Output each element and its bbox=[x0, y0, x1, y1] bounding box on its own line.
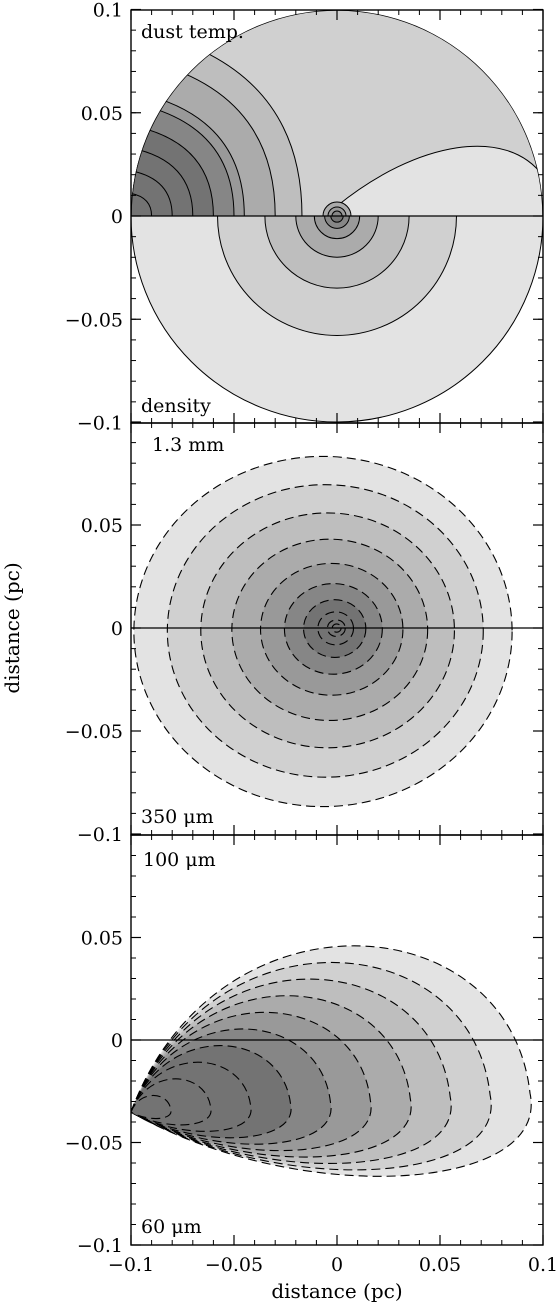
density-half bbox=[131, 216, 543, 423]
y-tick-label-0-1: −0.05 bbox=[65, 309, 123, 331]
temp-core-2 bbox=[331, 210, 343, 216]
temp-core-1 bbox=[327, 206, 347, 216]
x-axis-title: distance (pc) bbox=[271, 1279, 402, 1303]
panel3-bottom-label: 60 μm bbox=[141, 1216, 202, 1238]
panel3-top-label: 100 μm bbox=[143, 849, 216, 871]
panel2-bottom-label-text: 350 μm bbox=[141, 806, 214, 828]
temp-core-0 bbox=[322, 201, 352, 216]
y-tick-label-2-1: −0.05 bbox=[65, 1133, 123, 1155]
panel1-bottom-label: density bbox=[141, 395, 211, 417]
panel-1.3mm-350um: 1.3 mm 350 μm −0.1 −0.05 0 0.05 bbox=[65, 421, 544, 846]
y-tick-label-2-2: 0 bbox=[111, 1030, 123, 1052]
panel-100um-60um: 100 μm 60 μm −0.1 −0.05 0 0.05 bbox=[65, 834, 544, 1257]
panel-temp-density: dust temp. density −0.1 −0.05 0 0.05 0.1 bbox=[65, 0, 544, 435]
y-axis-title: distance (pc) bbox=[0, 562, 24, 693]
y-tick-label-1-1: −0.05 bbox=[65, 721, 123, 743]
x-tick-label-2: 0 bbox=[331, 1254, 343, 1276]
p2-contours bbox=[133, 455, 513, 808]
y-tick-label-2-0: −0.1 bbox=[77, 1235, 123, 1257]
panel2-top-label-text: 1.3 mm bbox=[152, 434, 224, 456]
panel3-bottom-label-text: 60 μm bbox=[141, 1216, 202, 1238]
panel3-y-axis: −0.1 −0.05 0 0.05 bbox=[65, 834, 543, 1257]
y-tick-label-1-0: −0.1 bbox=[77, 824, 123, 846]
panel1-top-label-text: dust temp. bbox=[141, 21, 244, 43]
y-tick-label-0-3: 0.05 bbox=[81, 103, 123, 125]
x-axis: −0.1 −0.05 0 0.05 0.1 bbox=[108, 10, 558, 1276]
panel3-contours bbox=[131, 945, 532, 1177]
panel3-top-label-text: 100 μm bbox=[143, 849, 216, 871]
p3-contour-9 bbox=[131, 1095, 172, 1120]
x-tick-label-1: −0.05 bbox=[205, 1254, 263, 1276]
y-tick-label-1-2: 0 bbox=[111, 618, 123, 640]
y-tick-label-0-2: 0 bbox=[111, 206, 123, 228]
y-tick-label-0-4: 0.1 bbox=[93, 0, 123, 22]
y-tick-label-1-3: 0.05 bbox=[81, 515, 123, 537]
panel1-bottom-label-text: density bbox=[141, 395, 211, 417]
y-tick-label-0-0: −0.1 bbox=[77, 413, 123, 435]
x-tick-label-3: 0.05 bbox=[419, 1254, 461, 1276]
panel2-contours bbox=[133, 455, 513, 808]
x-tick-label-0: −0.1 bbox=[108, 1254, 154, 1276]
panel2-top-label: 1.3 mm bbox=[152, 434, 224, 456]
panel1-contours bbox=[131, 10, 543, 423]
panel2-bottom-label: 350 μm bbox=[141, 806, 214, 828]
panel1-y-axis: −0.1 −0.05 0 0.05 0.1 bbox=[65, 0, 543, 435]
panel1-top-label: dust temp. bbox=[141, 21, 244, 43]
x-tick-label-4: 0.1 bbox=[528, 1254, 558, 1276]
y-tick-label-2-3: 0.05 bbox=[81, 928, 123, 950]
p3-contours bbox=[131, 945, 532, 1177]
temp-half bbox=[131, 10, 543, 216]
panel2-y-axis: −0.1 −0.05 0 0.05 bbox=[65, 421, 543, 846]
